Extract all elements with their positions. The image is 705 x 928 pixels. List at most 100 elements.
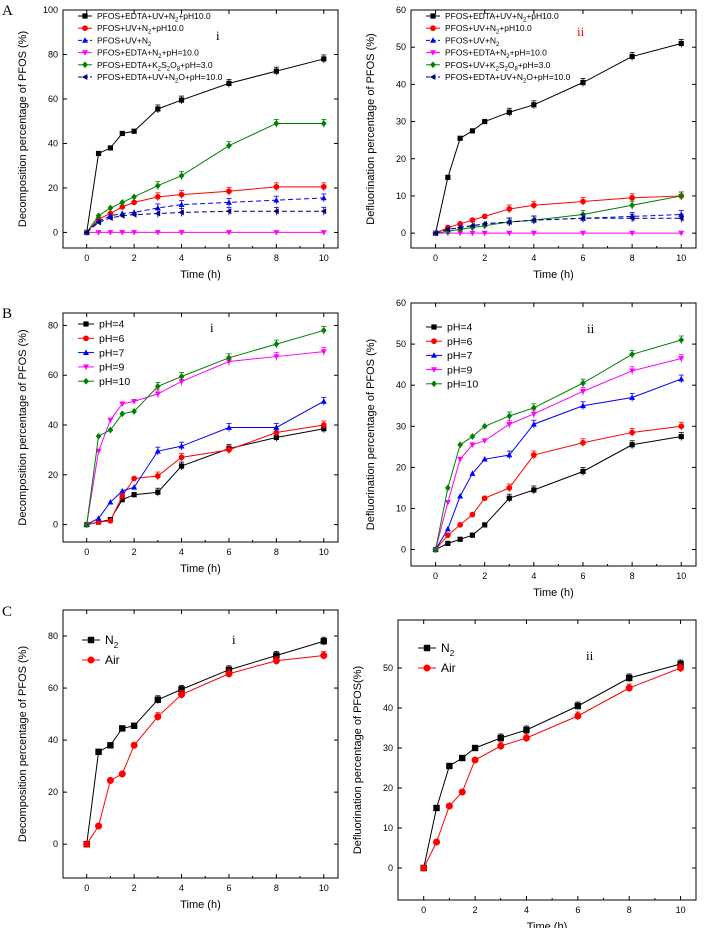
y-tick-label: 20 xyxy=(48,183,58,193)
legend-label: PFOS+UV+K2S2O8+pH=3.0 xyxy=(445,60,551,73)
data-point xyxy=(580,79,586,86)
data-point xyxy=(273,424,280,430)
data-point xyxy=(178,172,185,180)
data-point xyxy=(574,712,582,720)
data-point xyxy=(225,199,232,205)
data-point xyxy=(469,217,476,223)
subplot-numeral: ii xyxy=(587,321,595,336)
x-tick-label: 10 xyxy=(676,905,686,915)
data-point xyxy=(469,511,476,518)
legend-label: PFOS+EDTA+UV+N2O+pH=10.0 xyxy=(445,72,571,85)
data-point xyxy=(445,802,453,810)
data-point xyxy=(629,53,635,60)
legend-label: pH=10 xyxy=(99,376,130,388)
data-point xyxy=(130,741,138,749)
data-point xyxy=(469,222,475,229)
data-point xyxy=(154,182,161,190)
legend-marker xyxy=(82,50,88,56)
data-point xyxy=(83,840,91,848)
data-point xyxy=(119,230,126,236)
data-point xyxy=(320,349,327,355)
data-point xyxy=(154,230,161,236)
data-point xyxy=(629,350,635,358)
series-pfos-uv-n2 xyxy=(83,193,327,235)
plot-frame xyxy=(62,609,339,879)
data-point xyxy=(154,448,161,454)
data-point xyxy=(107,204,114,212)
data-point xyxy=(273,120,280,127)
y-tick-label: 0 xyxy=(53,227,58,237)
chart-c-i: 0 2 4 6 8 10 0 20 40 60 80 Time (h) Decomposition pe… xyxy=(17,609,339,911)
legend-marker xyxy=(431,338,437,345)
data-point xyxy=(469,433,476,440)
data-point xyxy=(131,484,138,490)
data-point xyxy=(677,664,685,672)
series-pfos-edta-uv-n2-ph10-0 xyxy=(432,39,684,236)
data-point xyxy=(154,204,161,211)
data-point xyxy=(131,475,137,482)
data-point xyxy=(320,208,327,215)
data-point xyxy=(320,183,327,190)
series-line xyxy=(86,186,324,233)
data-point xyxy=(530,411,537,418)
x-tick-label: 8 xyxy=(274,883,279,893)
panel-letter-a: A xyxy=(2,3,13,19)
legend-marker xyxy=(82,37,88,43)
data-point xyxy=(225,208,232,215)
legend: N2 Air xyxy=(82,633,120,667)
data-point xyxy=(226,142,232,150)
legend-marker xyxy=(87,656,95,664)
data-point xyxy=(119,725,126,732)
y-tick-label: 20 xyxy=(48,470,58,480)
y-tick-label: 60 xyxy=(396,298,406,308)
y-axis-title: Defluorination percentage of PFOS (%) xyxy=(365,33,377,224)
legend-label: PFOS+EDTA+N2+pH=10.0 xyxy=(97,48,199,61)
legend: PFOS+EDTA+UV+N2+pH10.0PFOS+UV+N2+pH10.0P… xyxy=(78,11,223,85)
series-ph-10 xyxy=(432,335,685,553)
data-point xyxy=(506,451,513,458)
series-ph-4 xyxy=(84,424,327,528)
series-n2 xyxy=(83,636,327,848)
data-point xyxy=(154,383,161,390)
legend-label: pH=6 xyxy=(99,333,125,345)
y-tick-label: 40 xyxy=(383,703,393,713)
data-point xyxy=(178,230,185,236)
data-point xyxy=(579,402,586,409)
series-pfos-edta-uv-n2-ph10-0 xyxy=(84,54,327,236)
legend-marker xyxy=(431,367,437,373)
series-pfos-edta-n2-ph-10-0 xyxy=(432,230,685,237)
data-point xyxy=(178,463,185,469)
data-point xyxy=(469,470,476,476)
data-point xyxy=(469,442,476,448)
legend-marker xyxy=(83,335,89,342)
data-point xyxy=(119,212,125,219)
y-tick-label: 30 xyxy=(396,421,406,431)
y-tick-label: 0 xyxy=(53,839,58,849)
legend-label: PFOS+EDTA+UV+N2O+pH=10.0 xyxy=(97,72,223,85)
x-tick-label: 8 xyxy=(627,905,632,915)
data-point xyxy=(530,421,537,427)
x-tick-label: 0 xyxy=(433,253,438,263)
data-point xyxy=(225,670,233,678)
chart-a-ii: 0 2 4 6 8 10 0 10 20 30 40 50 60 Time (h) Defluorinati… xyxy=(365,5,697,281)
legend-label: PFOS+EDTA+UV+N2+pH10.0 xyxy=(97,11,211,24)
y-axis-title: Defluorination percentage of PFOS(%) xyxy=(352,666,364,854)
data-point xyxy=(469,230,476,237)
legend: N2 Air xyxy=(418,641,456,675)
data-point xyxy=(457,522,463,528)
legend-marker xyxy=(81,74,88,80)
y-axis-title: Decomposition percentage of PFOS (%) xyxy=(17,646,29,842)
x-tick-label: 8 xyxy=(274,547,279,557)
data-point xyxy=(459,754,466,762)
data-point xyxy=(626,674,633,682)
data-point xyxy=(273,230,280,236)
x-tick-label: 8 xyxy=(630,253,635,263)
data-point xyxy=(119,487,126,494)
x-tick-label: 6 xyxy=(226,883,231,893)
legend-marker xyxy=(423,664,431,672)
data-point xyxy=(273,68,279,74)
data-point xyxy=(678,215,684,222)
legend-marker xyxy=(431,324,437,330)
y-tick-label: 10 xyxy=(396,503,406,513)
data-point xyxy=(320,638,327,645)
